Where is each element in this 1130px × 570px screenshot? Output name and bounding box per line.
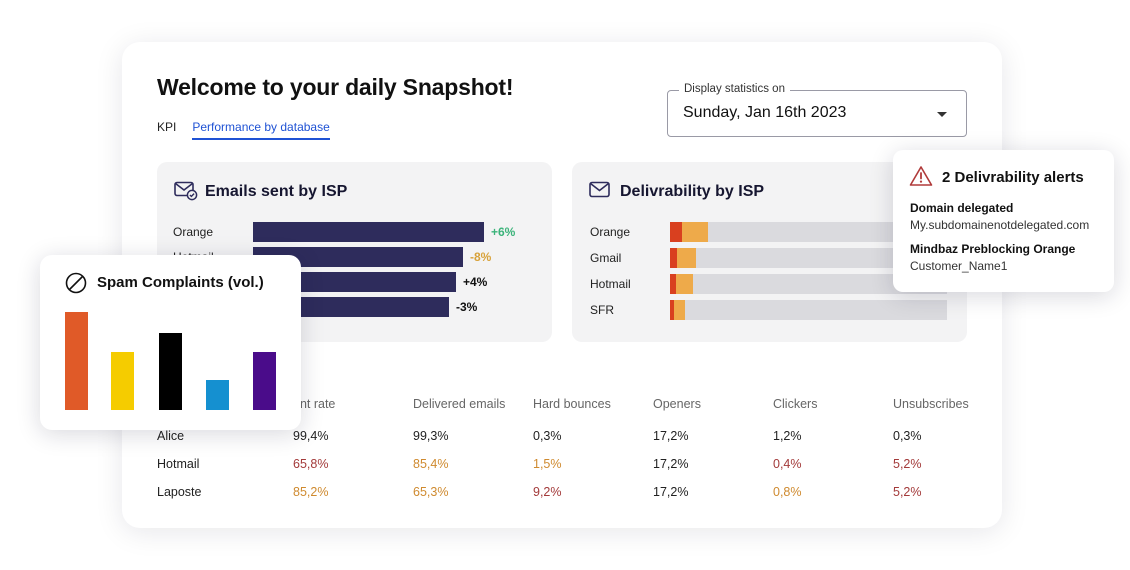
delivrability-row: Gmail	[590, 248, 960, 268]
delivrability-segment-red	[670, 274, 676, 294]
table-cell: 5,2%	[893, 457, 922, 471]
alert-item-subtitle: Customer_Name1	[910, 259, 1008, 273]
delivrability-label: Gmail	[590, 251, 622, 265]
table-header: Delivered emails	[413, 397, 506, 411]
isp-label: Orange	[173, 225, 214, 239]
delivrability-track	[670, 274, 947, 294]
isp-bar	[253, 297, 449, 317]
table-row-name: Hotmail	[157, 457, 200, 471]
spam-complaints-card: Spam Complaints (vol.)	[40, 255, 301, 430]
delivrability-segment-orange	[682, 222, 708, 242]
mail-check-icon	[174, 181, 198, 201]
delivrability-row: SFR	[590, 300, 960, 320]
delivrability-segment-orange	[676, 274, 693, 294]
delivrability-segment-red	[670, 222, 682, 242]
delivrability-row: Hotmail	[590, 274, 960, 294]
table-header: Unsubscribes	[893, 397, 969, 411]
isp-bar-row: -3%	[173, 297, 543, 317]
alert-item-subtitle: My.subdomainenotdelegated.com	[910, 218, 1090, 232]
tab-performance-by-database[interactable]: Performance by database	[192, 120, 330, 140]
table-cell: 5,2%	[893, 485, 922, 499]
isp-bar	[253, 247, 463, 267]
table-header: Clickers	[773, 397, 818, 411]
snapshot-card: Welcome to your daily Snapshot! KPI Perf…	[122, 42, 1002, 528]
table-cell: 99,3%	[413, 429, 449, 443]
delivrability-alerts-card: 2 Delivrability alerts Domain delegated …	[893, 150, 1114, 292]
table-header: ent rate	[293, 397, 336, 411]
isp-delta: +6%	[491, 225, 516, 239]
isp-delta: -8%	[470, 250, 492, 264]
delivrability-segment-red	[670, 300, 674, 320]
spam-bar	[111, 352, 134, 410]
isp-delta: -3%	[456, 300, 478, 314]
table-cell: 0,3%	[533, 429, 562, 443]
isp-bar-row: +4%	[173, 272, 543, 292]
table-cell: 65,3%	[413, 485, 449, 499]
isp-bar-row: Orange +6%	[173, 222, 543, 242]
delivrability-label: SFR	[590, 303, 614, 317]
alert-item-title[interactable]: Mindbaz Preblocking Orange	[910, 242, 1076, 256]
delivrability-track	[670, 300, 947, 320]
table-row-name: Laposte	[157, 485, 202, 499]
isp-bar	[253, 222, 484, 242]
delivrability-track	[670, 222, 947, 242]
isp-bar	[253, 272, 456, 292]
page-title: Welcome to your daily Snapshot!	[157, 74, 514, 100]
table-cell: 17,2%	[653, 485, 689, 499]
date-select[interactable]: Display statistics on Sunday, Jan 16th 2…	[667, 83, 967, 137]
emails-by-isp-title: Emails sent by ISP	[205, 183, 348, 200]
table-cell: 0,3%	[893, 429, 922, 443]
table-cell: 85,2%	[293, 485, 329, 499]
table-cell: 65,8%	[293, 457, 329, 471]
tab-bar: KPI Performance by database	[157, 120, 330, 140]
table-cell: 17,2%	[653, 457, 689, 471]
spam-complaints-title: Spam Complaints (vol.)	[97, 274, 264, 291]
spam-bar	[65, 312, 88, 410]
table-cell: 17,2%	[653, 429, 689, 443]
prohibited-icon	[65, 272, 87, 294]
table-row-name: Alice	[157, 429, 185, 443]
isp-delta: +4%	[463, 275, 488, 289]
spam-bar	[206, 380, 229, 410]
delivrability-label: Hotmail	[590, 277, 631, 291]
table-cell: 1,5%	[533, 457, 562, 471]
table-cell: 0,4%	[773, 457, 802, 471]
delivrability-label: Orange	[590, 225, 631, 239]
delivrability-segment-orange	[677, 248, 696, 268]
warning-triangle-icon	[909, 166, 933, 186]
caret-down-icon	[937, 112, 947, 117]
emails-by-isp-panel: Emails sent by ISP Orange+6%Hotmail-8%+4…	[157, 162, 552, 342]
delivrability-segment-orange	[674, 300, 685, 320]
delivrability-row: Orange	[590, 222, 960, 242]
table-cell: 9,2%	[533, 485, 562, 499]
table-cell: 0,8%	[773, 485, 802, 499]
delivrability-track	[670, 248, 947, 268]
table-cell: 99,4%	[293, 429, 329, 443]
delivrability-segment-red	[670, 248, 677, 268]
delivrability-by-isp-title: Delivrability by ISP	[620, 183, 765, 200]
date-select-label: Display statistics on	[679, 83, 790, 95]
spam-bar	[159, 333, 182, 410]
date-select-value: Sunday, Jan 16th 2023	[683, 104, 847, 121]
tab-kpi[interactable]: KPI	[157, 120, 177, 134]
alerts-title: 2 Delivrability alerts	[942, 169, 1084, 186]
alert-item-title[interactable]: Domain delegated	[910, 201, 1014, 215]
spam-bar	[253, 352, 276, 410]
table-header: Hard bounces	[533, 397, 611, 411]
table-cell: 1,2%	[773, 429, 802, 443]
mail-icon	[589, 181, 610, 198]
table-header: Openers	[653, 397, 701, 411]
table-cell: 85,4%	[413, 457, 449, 471]
